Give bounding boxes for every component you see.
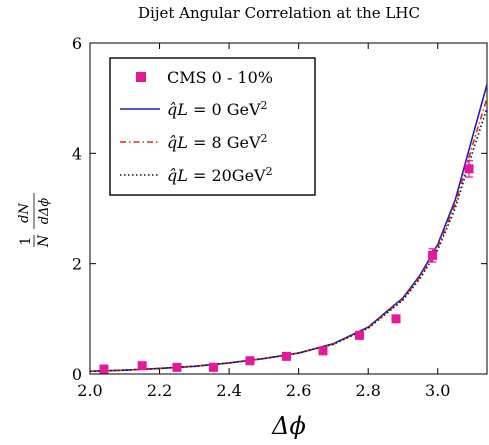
data-point-cms — [99, 364, 109, 374]
legend: CMS 0 - 10% q̂L = 0 GeV2 q̂L = 8 GeV2 q̂L =… — [109, 57, 316, 196]
y-tick-label: 0 — [72, 365, 82, 384]
legend-label-qhat: q̂L = 8 GeV2 — [167, 132, 268, 153]
x-axis-label: Δϕ — [271, 412, 306, 440]
data-point-cms — [137, 361, 147, 371]
data-point-cms — [318, 346, 328, 356]
data-point-cms — [208, 362, 218, 372]
legend-marker-cms — [136, 72, 146, 82]
x-tick-label: 2.0 — [77, 381, 102, 400]
x-tick-label: 2.2 — [147, 381, 172, 400]
y-tick-label: 6 — [72, 34, 82, 53]
y-label-n: N — [36, 234, 52, 248]
x-tick-label: 2.6 — [286, 381, 311, 400]
series-line-dotted — [89, 107, 488, 373]
x-tick-label: 2.4 — [216, 381, 241, 400]
y-tick-label: 2 — [72, 255, 82, 274]
legend-label-qhat: q̂L = 20GeV2 — [167, 165, 273, 186]
data-point-cms — [355, 330, 365, 340]
y-axis-label: 1 N dN dΔϕ — [17, 193, 52, 248]
data-point-cms — [428, 250, 438, 260]
data-point-cms — [281, 351, 291, 361]
plot-frame — [89, 42, 488, 375]
y-label-one: 1 — [18, 237, 34, 246]
x-tick-label: 3.0 — [425, 381, 450, 400]
legend-label-cms: CMS 0 - 10% — [167, 68, 273, 87]
data-point-cms — [172, 362, 182, 372]
y-tick-label: 4 — [72, 144, 82, 163]
legend-label-qhat: q̂L = 0 GeV2 — [167, 99, 268, 120]
y-label-dn: dN — [17, 203, 32, 223]
data-point-cms — [245, 356, 255, 366]
x-tick-label: 2.8 — [355, 381, 380, 400]
data-point-cms — [464, 164, 474, 174]
plot-area: 2.0 2.2 2.4 2.6 2.8 3.0 0 2 4 6 — [72, 34, 488, 400]
data-point-cms — [391, 314, 401, 324]
chart-title: Dijet Angular Correlation at the LHC — [138, 4, 420, 22]
y-label-ddphi: dΔϕ — [37, 198, 52, 225]
